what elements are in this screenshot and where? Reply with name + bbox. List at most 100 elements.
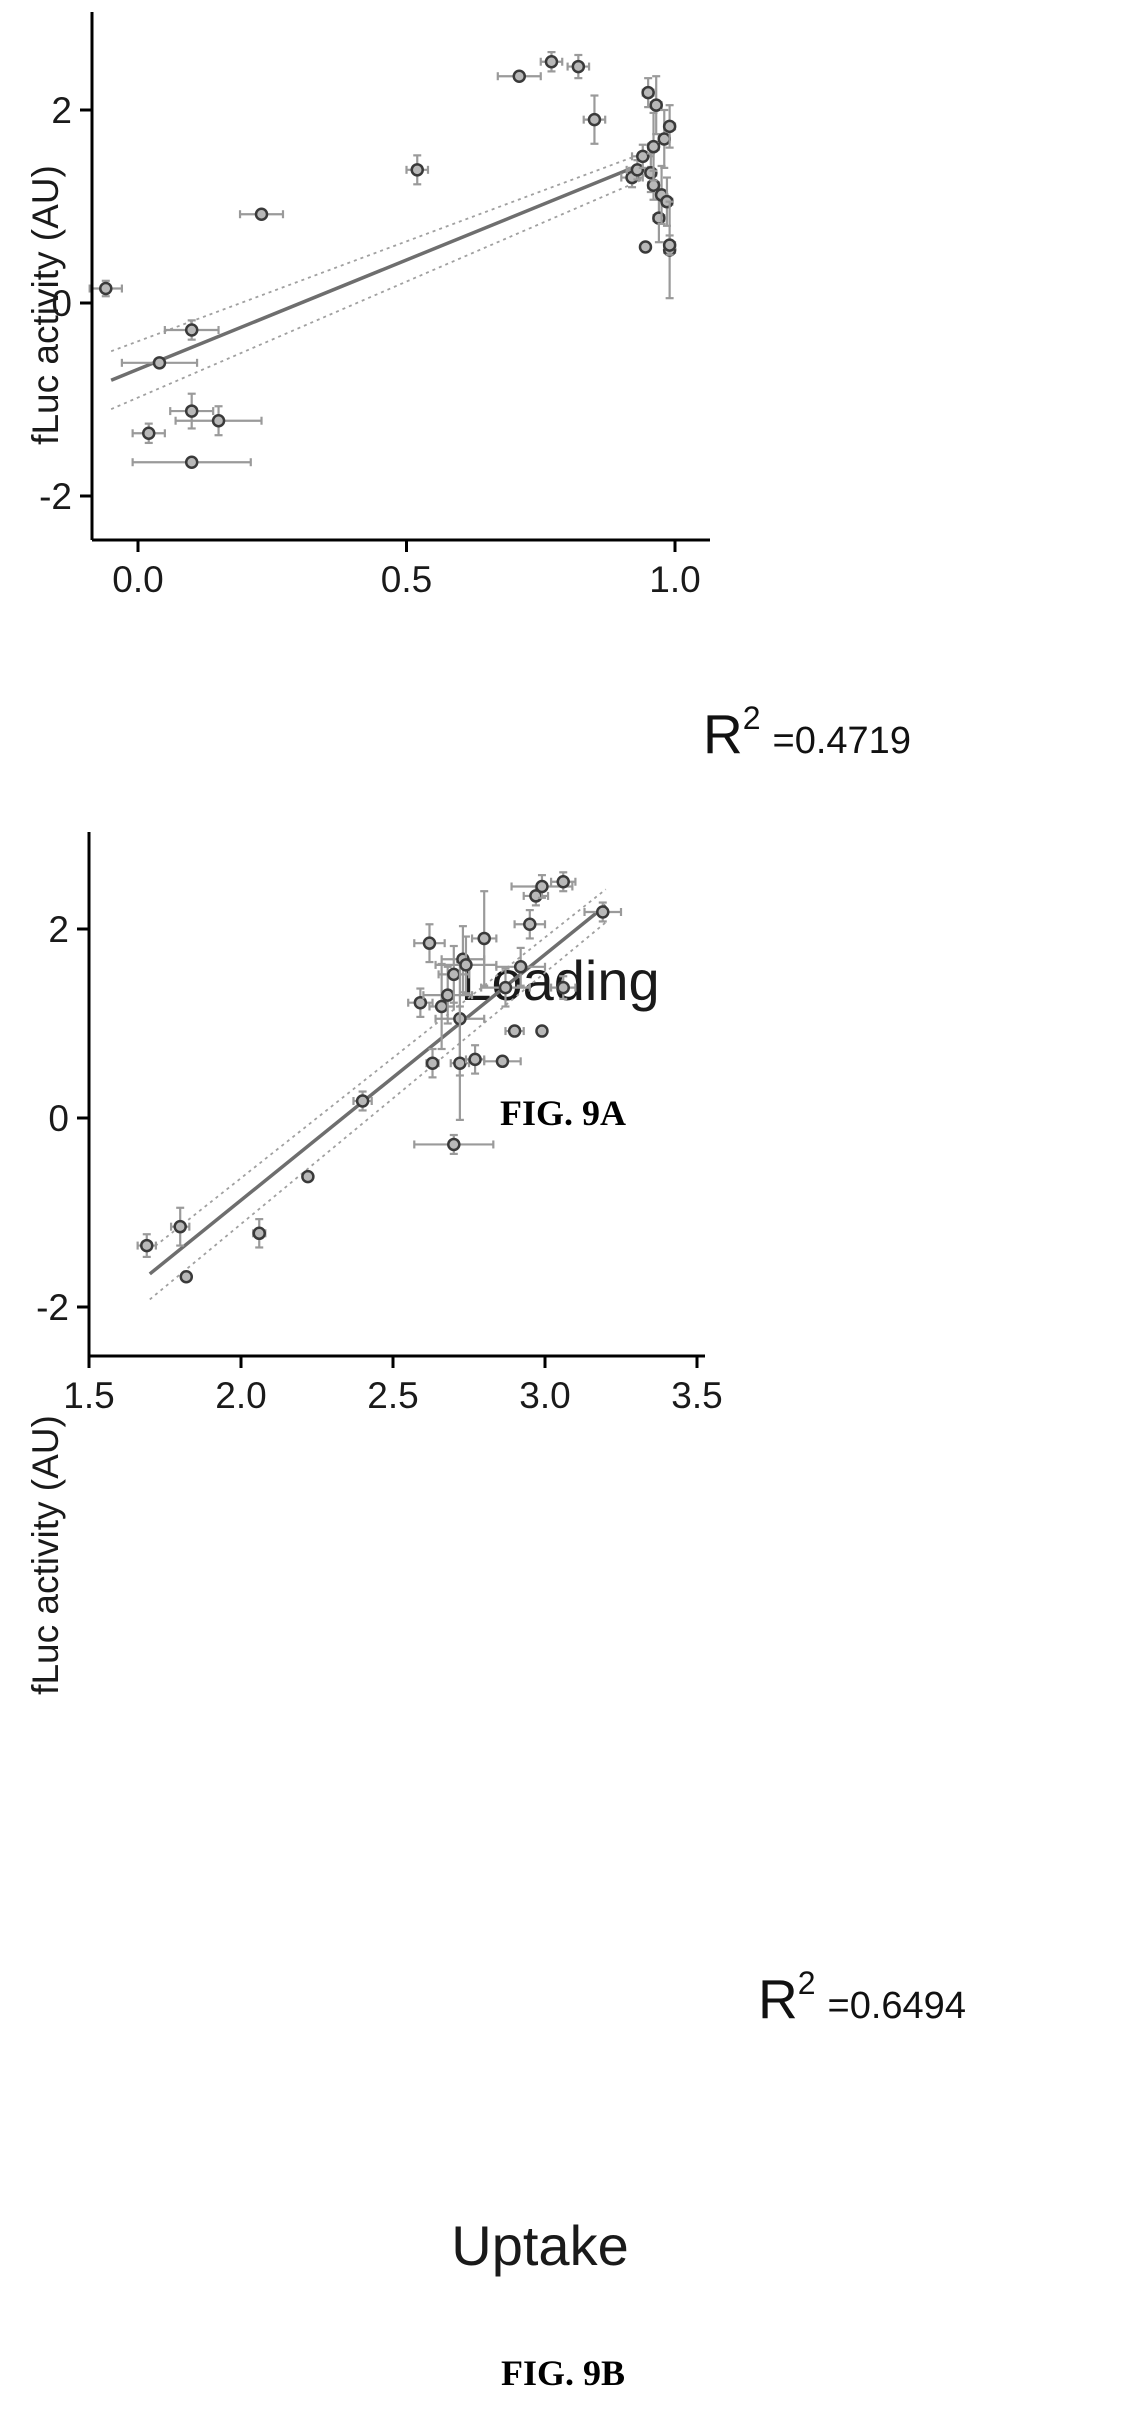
y-tick-label-b: -2 — [36, 1287, 69, 1328]
point-marker — [636, 149, 650, 164]
data-point-b — [136, 1233, 157, 1259]
point-marker — [254, 207, 269, 221]
figure-caption-a: FIG. 9A — [500, 1093, 626, 1133]
point-marker — [252, 1226, 266, 1241]
y-tick-label-b: 2 — [48, 909, 69, 950]
point-marker — [184, 323, 199, 337]
point-marker — [507, 1024, 522, 1038]
x-ticks-b: 1.5 2.0 2.5 3.0 3.5 — [63, 1356, 723, 1416]
data-point-b — [352, 1090, 373, 1112]
r-squared-label-b: R2=0.6494 — [758, 1965, 966, 2030]
point-marker — [638, 240, 653, 254]
data-point-a — [174, 405, 263, 437]
data-point-a — [405, 154, 430, 186]
data-point-b — [179, 1270, 194, 1284]
x-axis-title-b: Uptake — [451, 2214, 628, 2277]
point-marker — [646, 139, 661, 154]
point-marker — [440, 988, 455, 1002]
data-point-a — [496, 69, 542, 83]
point-marker — [99, 281, 113, 296]
point-marker — [513, 960, 528, 974]
data-point-b — [549, 975, 577, 1001]
point-marker — [152, 356, 167, 370]
point-marker — [652, 211, 666, 225]
point-marker — [468, 1052, 482, 1067]
ci-upper-line-b — [149, 888, 607, 1252]
panel-9b: -202 1.5 2.0 2.5 3.0 3.5 fLuc activity (AU) … — [25, 832, 966, 2393]
point-marker — [184, 404, 199, 418]
data-point-b — [483, 1054, 522, 1069]
point-marker — [641, 85, 655, 100]
data-point-a — [638, 240, 653, 254]
point-marker — [644, 165, 658, 180]
point-marker — [556, 875, 570, 889]
point-marker — [173, 1219, 187, 1234]
y-tick-label-a: 0 — [51, 283, 72, 324]
point-marker — [535, 1024, 549, 1038]
data-point-b — [513, 908, 547, 940]
point-marker — [477, 931, 491, 946]
point-marker — [453, 1056, 467, 1070]
y-tick-label-a: -2 — [39, 476, 72, 517]
ci-band-b — [149, 888, 607, 1301]
x-tick-label-a: 0.5 — [381, 559, 432, 600]
x-tick-label-b: 3.0 — [519, 1375, 570, 1416]
y-ticks-a: -2 0 2 — [39, 90, 92, 517]
point-marker — [141, 426, 156, 441]
data-point-a — [582, 94, 607, 145]
x-tick-label-b: 2.5 — [367, 1375, 418, 1416]
point-marker — [556, 980, 570, 995]
y-axis-title-b: fLuc activity (AU) — [25, 1415, 66, 1695]
point-marker — [410, 163, 424, 177]
point-marker — [596, 905, 610, 919]
regression-line-b — [148, 904, 607, 1276]
point-marker — [413, 995, 428, 1010]
data-point-b — [464, 1044, 486, 1075]
data-point-a — [131, 422, 166, 445]
point-marker — [512, 69, 527, 83]
data-point-b — [301, 1169, 315, 1184]
y-axis-title-a: fLuc activity (AU) — [25, 165, 66, 445]
y-tick-label-a: 2 — [51, 90, 72, 131]
data-point-a — [649, 75, 663, 136]
point-marker — [495, 1054, 510, 1069]
point-marker — [657, 132, 672, 146]
y-ticks-b: -2 0 2 — [36, 909, 89, 1328]
point-marker — [447, 967, 461, 982]
point-marker — [544, 55, 559, 69]
r-squared-label-a: R2=0.4719 — [703, 700, 911, 765]
point-marker — [649, 98, 663, 112]
data-points-b — [136, 871, 623, 1284]
point-marker — [355, 1094, 370, 1108]
point-marker — [184, 455, 199, 469]
point-marker — [630, 163, 645, 177]
figure-caption-b: FIG. 9B — [501, 2353, 625, 2393]
data-point-b — [470, 890, 498, 987]
data-point-b — [425, 1047, 440, 1079]
point-marker — [447, 1137, 461, 1152]
data-point-b — [434, 935, 498, 995]
ci-band-a — [110, 152, 644, 410]
data-point-a — [238, 207, 285, 221]
data-point-b — [549, 871, 577, 893]
data-point-a — [120, 356, 199, 370]
point-marker — [498, 980, 513, 995]
point-marker — [179, 1270, 194, 1284]
data-point-b — [413, 1133, 495, 1156]
ci-lower-line-a — [110, 178, 644, 410]
y-tick-label-b: 0 — [48, 1098, 69, 1139]
data-point-a — [566, 53, 591, 80]
data-point-b — [480, 967, 531, 1008]
point-marker — [662, 119, 677, 134]
data-point-a — [88, 279, 123, 298]
data-point-b — [583, 901, 623, 923]
point-marker — [301, 1169, 315, 1184]
data-point-b — [422, 965, 474, 1025]
point-marker — [425, 1056, 440, 1070]
data-point-b — [407, 987, 434, 1018]
data-point-a — [662, 234, 677, 256]
data-point-a — [539, 50, 564, 73]
data-point-a — [163, 319, 220, 341]
data-point-a — [131, 455, 252, 469]
